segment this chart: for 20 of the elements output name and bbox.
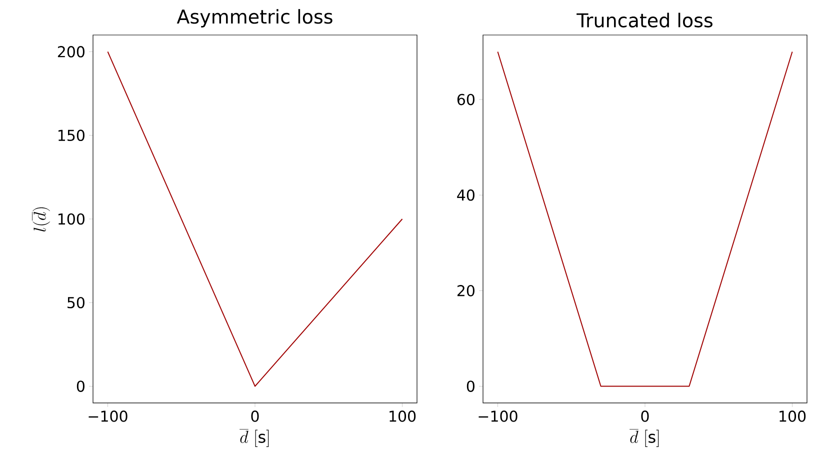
y-tick-label: 100	[58, 213, 84, 225]
x-axis-title: $\overline{d}\ [\mathrm{s}]$	[240, 429, 269, 448]
y-tick-label: 50	[68, 296, 84, 308]
x-tick-label: 0	[251, 410, 259, 422]
y-tick-label: 150	[58, 130, 84, 142]
y-tick-label: 0	[466, 380, 474, 392]
y-axis-title: $l(\overline{d})$	[32, 207, 50, 232]
x-tick-label: 0	[641, 410, 649, 422]
y-tick-label: 200	[58, 46, 84, 58]
y-tick-label: 0	[76, 380, 84, 392]
y-tick-label: 40	[457, 189, 474, 201]
x-tick-label: 100	[780, 410, 806, 422]
x-tick-label: −100	[478, 410, 518, 422]
chart-title: Asymmetric loss	[176, 9, 332, 28]
x-axis-title: $\overline{d}\ [\mathrm{s}]$	[630, 429, 659, 448]
y-tick-label: 60	[457, 94, 474, 106]
x-tick-label: −100	[88, 410, 128, 422]
chart-title: Truncated loss	[576, 12, 712, 28]
y-tick-label: 20	[457, 285, 474, 296]
x-tick-label: 100	[390, 410, 416, 422]
